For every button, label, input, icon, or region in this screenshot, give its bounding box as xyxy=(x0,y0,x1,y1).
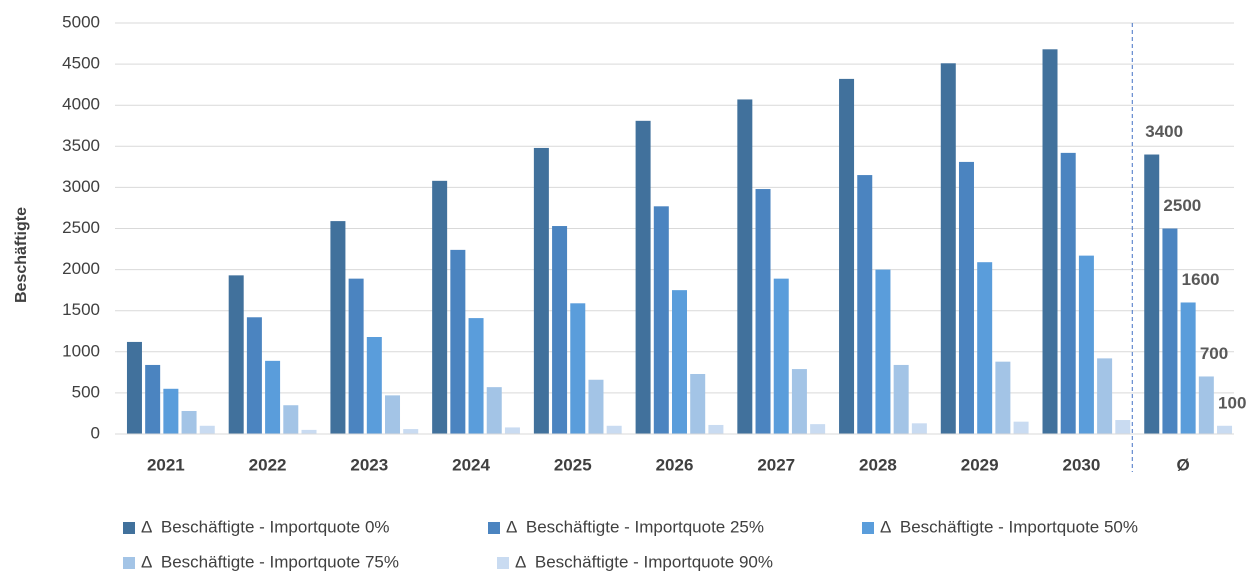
x-tick-label: 2021 xyxy=(147,455,185,474)
legend-swatch xyxy=(497,557,509,569)
bar xyxy=(839,78,855,435)
bar xyxy=(570,303,586,434)
x-tick-label: Ø xyxy=(1177,455,1190,474)
x-tick-label: 2022 xyxy=(249,455,287,474)
bar xyxy=(893,364,909,434)
legend-label: Δ Beschäftigte - Importquote 90% xyxy=(515,552,773,571)
bar xyxy=(911,423,927,434)
legend-label: Δ Beschäftigte - Importquote 0% xyxy=(141,517,390,536)
x-tick-label: 2024 xyxy=(452,455,490,474)
bar xyxy=(403,429,419,434)
bar xyxy=(126,341,142,434)
y-tick-label: 5000 xyxy=(62,12,100,31)
data-label: 700 xyxy=(1200,344,1228,363)
bar xyxy=(737,99,753,435)
bar xyxy=(755,189,771,434)
legend-swatch xyxy=(862,522,874,534)
bar xyxy=(810,424,826,434)
bar xyxy=(533,147,549,434)
bar xyxy=(1060,152,1076,434)
y-tick-label: 4000 xyxy=(62,95,100,114)
bar xyxy=(145,364,161,434)
data-label: 1600 xyxy=(1182,270,1220,289)
bar xyxy=(1144,154,1160,434)
bar xyxy=(635,120,651,435)
bar xyxy=(348,278,364,434)
bar xyxy=(504,427,520,434)
y-tick-label: 3500 xyxy=(62,136,100,155)
bar xyxy=(1198,376,1214,434)
y-axis-title: Beschäftigte xyxy=(13,207,30,303)
bar xyxy=(1042,49,1058,434)
x-tick-label: 2029 xyxy=(961,455,999,474)
x-tick-label: 2025 xyxy=(554,455,592,474)
bar xyxy=(1217,425,1233,434)
legend-label: Δ Beschäftigte - Importquote 75% xyxy=(141,552,399,571)
bar xyxy=(468,318,484,434)
y-tick-label: 2000 xyxy=(62,259,100,278)
bar xyxy=(672,290,687,434)
y-tick-label: 2500 xyxy=(62,218,100,237)
x-tick-label: 2030 xyxy=(1062,455,1100,474)
y-tick-label: 4500 xyxy=(62,54,100,73)
bar xyxy=(977,262,993,434)
bar xyxy=(1162,228,1178,434)
bar xyxy=(385,395,401,434)
legend-swatch xyxy=(123,522,135,534)
bar xyxy=(940,63,956,434)
legend-swatch xyxy=(123,557,135,569)
bar xyxy=(283,405,299,434)
bar xyxy=(653,206,669,434)
bar xyxy=(163,388,179,434)
bar xyxy=(708,424,724,434)
x-tick-label: 2023 xyxy=(350,455,388,474)
bar xyxy=(1013,421,1029,434)
bar xyxy=(588,379,604,434)
bar xyxy=(432,180,448,434)
legend-label: Δ Beschäftigte - Importquote 25% xyxy=(506,517,764,536)
legend-swatch xyxy=(488,522,500,534)
x-tick-label: 2026 xyxy=(656,455,694,474)
data-label: 2500 xyxy=(1163,196,1201,215)
bar xyxy=(265,360,281,434)
data-label: 3400 xyxy=(1145,122,1183,141)
bar xyxy=(450,249,466,434)
y-tick-label: 3000 xyxy=(62,177,100,196)
bar xyxy=(690,373,706,434)
bar xyxy=(875,269,891,434)
bar xyxy=(773,278,789,434)
bar xyxy=(791,369,807,434)
x-tick-label: 2028 xyxy=(859,455,897,474)
data-label: 100 xyxy=(1218,393,1246,412)
y-tick-label: 0 xyxy=(91,423,100,442)
bar xyxy=(1180,302,1196,434)
bar xyxy=(552,226,568,434)
bar xyxy=(1115,420,1131,434)
y-tick-label: 1000 xyxy=(62,341,100,360)
y-tick-label: 1500 xyxy=(62,300,100,319)
bar xyxy=(228,275,244,434)
bar xyxy=(486,387,502,434)
bar xyxy=(1078,255,1094,434)
legend-label: Δ Beschäftigte - Importquote 50% xyxy=(880,517,1138,536)
bar xyxy=(330,221,346,434)
bar xyxy=(246,317,262,434)
x-tick-label: 2027 xyxy=(757,455,795,474)
bar xyxy=(995,361,1011,434)
y-tick-label: 500 xyxy=(72,382,100,401)
bar xyxy=(181,410,197,434)
bar xyxy=(1097,358,1113,434)
bar xyxy=(958,161,974,434)
bar xyxy=(199,425,215,434)
bar xyxy=(366,337,382,434)
bar xyxy=(857,175,873,434)
bar xyxy=(606,425,622,434)
bar xyxy=(301,429,317,434)
